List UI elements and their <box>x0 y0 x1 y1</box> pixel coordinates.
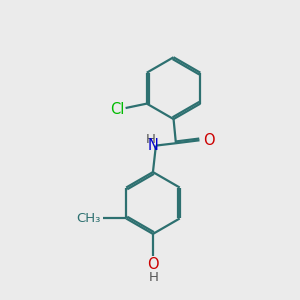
Text: Cl: Cl <box>110 102 124 117</box>
Text: N: N <box>148 138 158 153</box>
Text: CH₃: CH₃ <box>76 212 101 225</box>
Text: H: H <box>148 271 158 284</box>
Text: H: H <box>146 133 155 146</box>
Text: O: O <box>147 257 159 272</box>
Text: O: O <box>203 133 215 148</box>
